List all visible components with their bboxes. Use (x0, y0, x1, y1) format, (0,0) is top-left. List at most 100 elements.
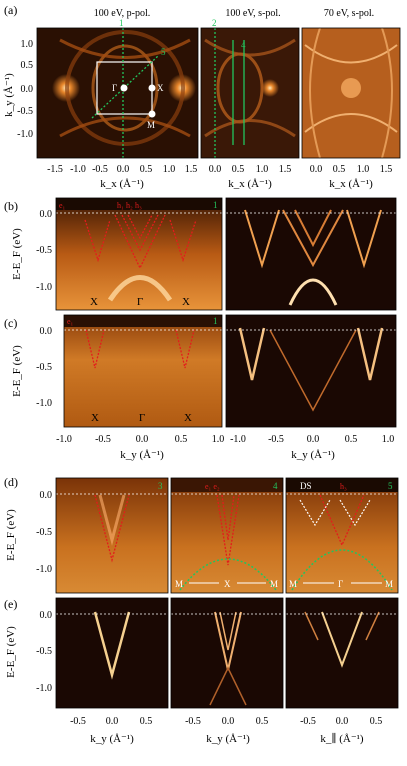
panel-d-cut-5: DS h₃ 5 M Γ M (285, 477, 399, 594)
path-mid-m-right: M (270, 579, 278, 589)
panel-d-cut-4: e₁ e₂ 4 M X M (170, 477, 284, 594)
panel-c-curvature (225, 314, 397, 428)
path-right-m-left: M (289, 579, 297, 589)
c-point-x-right: X (184, 412, 192, 424)
tick: 1.0 (382, 434, 395, 445)
tick: -0.5 (36, 646, 52, 657)
tick: -1.0 (230, 434, 246, 445)
tick: 0.0 (336, 716, 349, 727)
panel-d-cut-3: 3 (55, 477, 169, 594)
tick: 1.0 (212, 434, 225, 445)
cut-4-label-d: 4 (273, 481, 278, 491)
band-e1-label-c: e₁ (67, 317, 74, 326)
tick: -0.5 (95, 434, 111, 445)
b-point-x-left: X (90, 296, 98, 308)
cut-5-label: 5 (161, 47, 166, 57)
tick: 0.5 (370, 716, 383, 727)
tick: 0.5 (175, 434, 188, 445)
panel-c-xticks: -1.0 -0.5 0.0 0.5 1.0 -1.0 -0.5 0.0 0.5 … (56, 434, 394, 445)
tick: -1.0 (36, 398, 52, 409)
tick: -0.5 (36, 527, 52, 538)
c-point-gamma: Γ (139, 412, 145, 424)
tick: 1.0 (163, 164, 176, 175)
panel-e-curvature-2 (170, 597, 284, 709)
panel-a-xlabel-3: k_x (Å⁻¹) (329, 178, 373, 190)
panel-a-yticks: 1.0 0.5 0.0 -0.5 -1.0 (17, 39, 33, 140)
panel-c-arpes: e₁ 1 X Γ X (63, 314, 223, 428)
panel-e-ylabel: E-E_F (eV) (5, 626, 17, 678)
band-h3-label: h₃ (135, 201, 142, 210)
m-point (148, 110, 156, 118)
panel-e-xlabel-3: k_∥ (Å⁻¹) (320, 732, 364, 745)
tick: 0.5 (140, 164, 153, 175)
tick: 0.0 (40, 610, 53, 621)
panel-e-curvature-1 (55, 597, 169, 709)
m-label: M (147, 120, 155, 130)
panel-a-xticks-2: 0.0 0.5 1.0 1.5 (209, 164, 292, 175)
panel-a-label: (a) (4, 3, 17, 17)
tick: -1.0 (36, 564, 52, 575)
panel-c-xlabel-2: k_y (Å⁻¹) (291, 449, 335, 461)
panel-e-xlabel-1: k_y (Å⁻¹) (90, 733, 134, 745)
tick: 0.0 (106, 716, 119, 727)
path-mid-m-left: M (175, 579, 183, 589)
tick: -0.5 (36, 245, 52, 256)
b-point-x-right: X (182, 296, 190, 308)
tick: 0.0 (40, 209, 53, 220)
tick: -0.5 (268, 434, 284, 445)
tick: -1.0 (36, 683, 52, 694)
tick: -1.0 (17, 129, 33, 140)
band-h1-label: h₁ (117, 201, 124, 210)
panel-a-xticks-3: 0.0 0.5 1.0 1.5 (310, 164, 393, 175)
panel-a-xticks-1: -1.5 -1.0 -0.5 0.0 0.5 1.0 1.5 (47, 164, 197, 175)
path-right-gamma: Γ (338, 579, 343, 589)
c-point-x-left: X (91, 412, 99, 424)
cut-2-label: 2 (212, 18, 217, 28)
panel-a-header-2: 100 eV, s-pol. (225, 8, 280, 19)
tick: -1.0 (56, 434, 72, 445)
b-point-gamma: Γ (137, 296, 143, 308)
panel-e-label: (e) (4, 597, 17, 611)
tick: -0.5 (17, 106, 33, 117)
tick: 0.5 (232, 164, 245, 175)
tick: 1.0 (21, 39, 34, 50)
panel-a-header-1: 100 eV, p-pol. (94, 8, 150, 19)
panel-c-cut: 1 (213, 316, 218, 326)
band-e1e2-label: e₁ e₂ (205, 482, 220, 491)
tick: 0.0 (209, 164, 222, 175)
panel-d-label: (d) (4, 475, 18, 489)
tick: 0.5 (345, 434, 358, 445)
tick: 0.0 (40, 490, 53, 501)
tick: 1.0 (357, 164, 370, 175)
tick: 0.5 (333, 164, 346, 175)
cut-4-label: 4 (241, 40, 246, 50)
cut-3-label: 3 (158, 481, 163, 491)
band-h3-label-d: h₃ (340, 482, 347, 491)
tick: 0.5 (140, 716, 153, 727)
gamma-point (120, 84, 128, 92)
path-mid-x: X (224, 579, 231, 589)
panel-c-xlabel-1: k_y (Å⁻¹) (120, 449, 164, 461)
tick: -0.5 (185, 716, 201, 727)
panel-a-xlabel-1: k_x (Å⁻¹) (100, 178, 144, 190)
tick: 0.0 (310, 164, 323, 175)
panel-a-xlabel-2: k_x (Å⁻¹) (228, 178, 272, 190)
fermi-map-3 (301, 27, 401, 159)
tick: 0.0 (21, 84, 34, 95)
band-h2-label: h₂ (126, 201, 133, 210)
cut-5-label-d: 5 (388, 481, 393, 491)
tick: 1.5 (185, 164, 198, 175)
x-label: X (157, 83, 164, 93)
panel-a-ylabel: k_y (Å⁻¹) (3, 73, 15, 117)
tick: 1.5 (380, 164, 393, 175)
tick: 0.5 (21, 60, 34, 71)
x-point (148, 84, 156, 92)
panel-b-arpes: e₁ h₁ h₂ h₃ 1 X Γ X (55, 197, 223, 311)
panel-b-ylabel: E-E_F (eV) (11, 228, 23, 280)
band-e1-label: e₁ (59, 201, 66, 210)
tick: 1.5 (279, 164, 292, 175)
tick: -1.0 (70, 164, 86, 175)
panel-e-curvature-3 (285, 597, 399, 709)
ds-label: DS (300, 481, 312, 491)
